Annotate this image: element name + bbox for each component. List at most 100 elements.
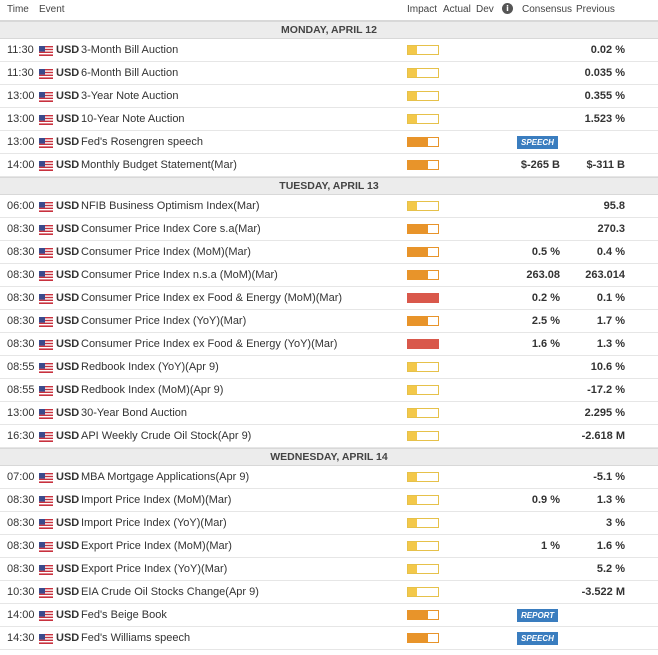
event-name[interactable]: 10-Year Note Auction bbox=[81, 113, 185, 125]
us-flag-icon bbox=[39, 634, 53, 644]
event-name[interactable]: Consumer Price Index ex Food & Energy (M… bbox=[81, 292, 343, 304]
impact-low-icon bbox=[407, 385, 439, 395]
impact-medium-icon bbox=[407, 224, 439, 234]
impact-low-icon bbox=[407, 587, 439, 597]
event-row[interactable]: 08:55 USD Redbook Index (MoM)(Apr 9) -17.2 … bbox=[0, 379, 658, 402]
event-name[interactable]: Export Price Index (MoM)(Mar) bbox=[81, 540, 232, 552]
event-row[interactable]: 10:30 USD EIA Crude Oil Stocks Change(Apr … bbox=[0, 581, 658, 604]
event-currency: USD bbox=[56, 223, 80, 235]
event-row[interactable]: 07:00 USD MBA Mortgage Applications(Apr 9)… bbox=[0, 466, 658, 489]
header-actual[interactable]: Actual bbox=[443, 4, 471, 15]
event-row[interactable]: 08:30 USD Consumer Price Index n.s.a (MoM)… bbox=[0, 264, 658, 287]
us-flag-icon bbox=[39, 115, 53, 125]
event-name[interactable]: NFIB Business Optimism Index(Mar) bbox=[81, 200, 260, 212]
event-name[interactable]: Fed's Williams speech bbox=[81, 632, 191, 644]
impact-medium-icon bbox=[407, 160, 439, 170]
event-row[interactable]: 08:30 USD Import Price Index (YoY)(Mar) 3 % bbox=[0, 512, 658, 535]
event-row[interactable]: 14:30 USD Fed's Williams speech SPEECH bbox=[0, 627, 658, 650]
impact-low-icon bbox=[407, 472, 439, 482]
event-time: 08:55 bbox=[7, 384, 35, 396]
event-name[interactable]: API Weekly Crude Oil Stock(Apr 9) bbox=[81, 430, 252, 442]
event-type-badge: REPORT bbox=[517, 609, 559, 622]
previous-value: 95.8 bbox=[603, 200, 625, 212]
event-time: 14:30 bbox=[7, 632, 35, 644]
event-row[interactable]: 13:00 USD 30-Year Bond Auction 2.295 % bbox=[0, 402, 658, 425]
event-row[interactable]: 08:55 USD Redbook Index (YoY)(Apr 9) 10.6 % bbox=[0, 356, 658, 379]
event-name[interactable]: Import Price Index (YoY)(Mar) bbox=[81, 517, 227, 529]
us-flag-icon bbox=[39, 519, 53, 529]
us-flag-icon bbox=[39, 340, 53, 350]
header-impact[interactable]: Impact bbox=[407, 4, 438, 15]
header-dev[interactable]: Dev bbox=[476, 4, 494, 15]
previous-value: $-311 B bbox=[586, 159, 625, 171]
impact-high-icon bbox=[407, 293, 439, 303]
event-name[interactable]: Consumer Price Index n.s.a (MoM)(Mar) bbox=[81, 269, 278, 281]
impact-medium-icon bbox=[407, 137, 439, 147]
us-flag-icon bbox=[39, 611, 53, 621]
event-currency: USD bbox=[56, 609, 80, 621]
event-currency: USD bbox=[56, 563, 80, 575]
event-row[interactable]: 08:30 USD Consumer Price Index ex Food & E… bbox=[0, 333, 658, 356]
event-row[interactable]: 13:00 USD 10-Year Note Auction 1.523 % bbox=[0, 108, 658, 131]
event-name[interactable]: Fed's Rosengren speech bbox=[81, 136, 203, 148]
header-previous[interactable]: Previous bbox=[576, 4, 615, 15]
event-name[interactable]: Redbook Index (YoY)(Apr 9) bbox=[81, 361, 219, 373]
consensus-value: 1.6 % bbox=[531, 338, 560, 350]
info-icon[interactable]: i bbox=[502, 3, 513, 14]
event-currency: USD bbox=[56, 246, 80, 258]
event-name[interactable]: EIA Crude Oil Stocks Change(Apr 9) bbox=[81, 586, 259, 598]
event-currency: USD bbox=[56, 67, 80, 79]
event-name[interactable]: 3-Year Note Auction bbox=[81, 90, 179, 102]
event-name[interactable]: 3-Month Bill Auction bbox=[81, 44, 179, 56]
event-row[interactable]: 13:00 USD 3-Year Note Auction 0.355 % bbox=[0, 85, 658, 108]
event-time: 11:30 bbox=[7, 67, 34, 79]
event-row[interactable]: 14:00 USD Monthly Budget Statement(Mar) $-2… bbox=[0, 154, 658, 177]
us-flag-icon bbox=[39, 496, 53, 506]
event-currency: USD bbox=[56, 632, 80, 644]
event-row[interactable]: 08:30 USD Export Price Index (MoM)(Mar) 1 %… bbox=[0, 535, 658, 558]
event-row[interactable]: 14:00 USD Fed's Beige Book REPORT bbox=[0, 604, 658, 627]
header-time[interactable]: Time bbox=[7, 4, 29, 15]
event-currency: USD bbox=[56, 338, 80, 350]
event-name[interactable]: Import Price Index (MoM)(Mar) bbox=[81, 494, 232, 506]
event-currency: USD bbox=[56, 269, 80, 281]
event-name[interactable]: Monthly Budget Statement(Mar) bbox=[81, 159, 237, 171]
event-row[interactable]: 08:30 USD Export Price Index (YoY)(Mar) 5.2… bbox=[0, 558, 658, 581]
event-name[interactable]: Fed's Beige Book bbox=[81, 609, 167, 621]
event-time: 13:00 bbox=[7, 407, 35, 419]
event-row[interactable]: 11:30 USD 6-Month Bill Auction 0.035 % bbox=[0, 62, 658, 85]
event-name[interactable]: MBA Mortgage Applications(Apr 9) bbox=[81, 471, 250, 483]
impact-low-icon bbox=[407, 408, 439, 418]
event-row[interactable]: 16:30 USD API Weekly Crude Oil Stock(Apr 9… bbox=[0, 425, 658, 448]
event-row[interactable]: 08:30 USD Consumer Price Index (MoM)(Mar) 0… bbox=[0, 241, 658, 264]
event-name[interactable]: Consumer Price Index (YoY)(Mar) bbox=[81, 315, 247, 327]
previous-value: 1.523 % bbox=[584, 113, 625, 125]
event-name[interactable]: 6-Month Bill Auction bbox=[81, 67, 179, 79]
impact-low-icon bbox=[407, 201, 439, 211]
event-row[interactable]: 08:30 USD Consumer Price Index (YoY)(Mar) 2… bbox=[0, 310, 658, 333]
previous-value: 0.035 % bbox=[584, 67, 625, 79]
header-event[interactable]: Event bbox=[39, 4, 65, 15]
event-name[interactable]: Consumer Price Index ex Food & Energy (Y… bbox=[81, 338, 338, 350]
event-name[interactable]: Consumer Price Index Core s.a(Mar) bbox=[81, 223, 261, 235]
event-row[interactable]: 08:30 USD Consumer Price Index Core s.a(Ma… bbox=[0, 218, 658, 241]
event-row[interactable]: 11:30 USD 3-Month Bill Auction 0.02 % bbox=[0, 39, 658, 62]
event-time: 08:30 bbox=[7, 517, 35, 529]
event-time: 10:30 bbox=[7, 586, 35, 598]
event-time: 08:30 bbox=[7, 563, 35, 575]
us-flag-icon bbox=[39, 202, 53, 212]
event-currency: USD bbox=[56, 44, 80, 56]
event-name[interactable]: Export Price Index (YoY)(Mar) bbox=[81, 563, 228, 575]
impact-low-icon bbox=[407, 495, 439, 505]
event-name[interactable]: 30-Year Bond Auction bbox=[81, 407, 188, 419]
header-consensus[interactable]: Consensus bbox=[522, 4, 573, 15]
event-name[interactable]: Consumer Price Index (MoM)(Mar) bbox=[81, 246, 251, 258]
impact-low-icon bbox=[407, 91, 439, 101]
event-row[interactable]: 06:00 USD NFIB Business Optimism Index(Mar… bbox=[0, 195, 658, 218]
event-row[interactable]: 13:00 USD Fed's Rosengren speech SPEECH bbox=[0, 131, 658, 154]
event-row[interactable]: 08:30 USD Import Price Index (MoM)(Mar) 0.9… bbox=[0, 489, 658, 512]
event-time: 08:30 bbox=[7, 246, 35, 258]
event-row[interactable]: 08:30 USD Consumer Price Index ex Food & E… bbox=[0, 287, 658, 310]
event-name[interactable]: Redbook Index (MoM)(Apr 9) bbox=[81, 384, 224, 396]
